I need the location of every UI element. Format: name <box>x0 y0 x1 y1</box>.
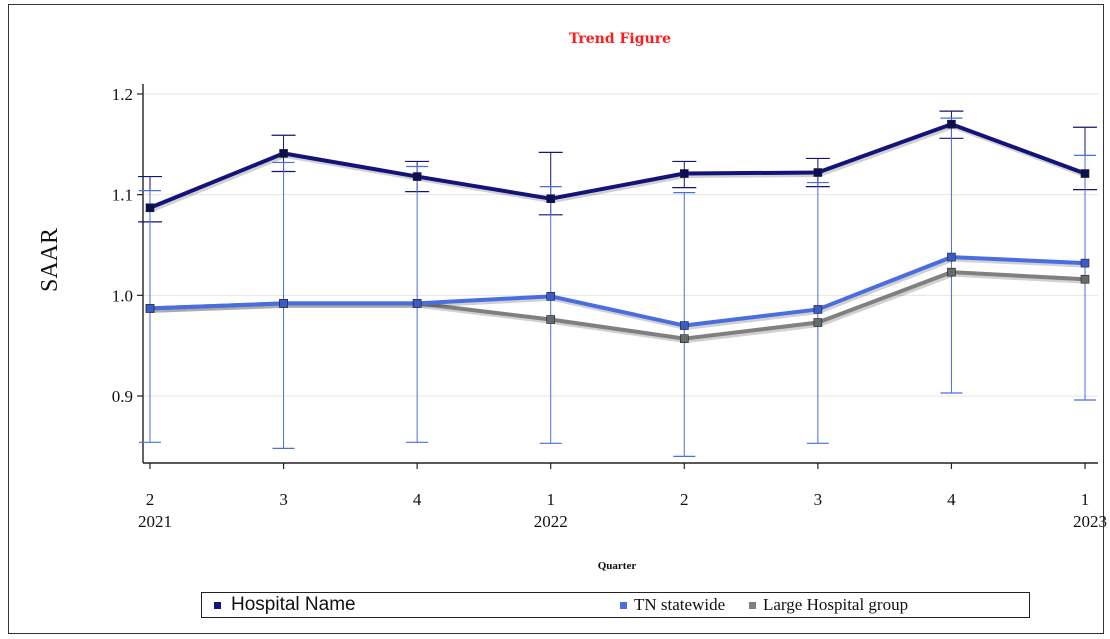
x-year-label: 2023 <box>1073 512 1107 531</box>
x-tick-label: 1 <box>1081 490 1090 509</box>
series-point <box>279 299 288 308</box>
series-point <box>679 334 689 343</box>
series-point <box>145 304 155 313</box>
y-tick-label: 1.1 <box>112 186 133 205</box>
series-markers <box>145 119 1090 343</box>
series-point <box>546 315 556 324</box>
x-tick-label: 2 <box>680 490 689 509</box>
legend-swatch-statewide <box>620 601 627 609</box>
series-line-0 <box>149 122 1086 210</box>
series-point <box>546 292 556 301</box>
series-point <box>1080 274 1090 284</box>
x-tick-label: 3 <box>814 490 823 509</box>
series-point <box>813 318 823 327</box>
x-tick-label: 3 <box>279 490 288 509</box>
legend-label-statewide: TN statewide <box>634 595 726 614</box>
y-axis-label: SAAR <box>37 228 63 292</box>
series-point <box>947 252 956 262</box>
series-point <box>1080 169 1090 178</box>
legend-item-large: Large Hospital group <box>749 593 908 617</box>
legend-swatch-large <box>749 601 756 609</box>
legend-swatch-hospital <box>214 601 221 609</box>
series-point <box>1080 258 1090 268</box>
series-point <box>679 321 689 330</box>
y-tick-label: 1.0 <box>112 286 133 305</box>
series-point <box>947 267 956 277</box>
y-tick-label: 1.2 <box>112 85 133 104</box>
x-tick-label: 4 <box>947 490 956 509</box>
x-year-label: 2021 <box>138 512 172 531</box>
x-tick-label: 2 <box>146 490 155 509</box>
legend-label-hospital: Hospital Name <box>231 594 356 615</box>
series-line-shadow <box>151 256 1087 331</box>
series-point <box>813 168 823 177</box>
series-point <box>412 299 422 308</box>
legend-item-statewide: TN statewide <box>620 593 725 617</box>
legend: Hospital Name TN statewide Large Hospita… <box>201 592 1030 618</box>
legend-item-hospital: Hospital Name <box>214 593 356 617</box>
series-point <box>412 172 422 181</box>
axes: 0.9 1.0 1.1 1.2 2 2021 3 4 1 2022 2 3 4 1 2023 <box>112 84 1107 531</box>
series-point <box>546 194 556 203</box>
chart-title: Trend Figure <box>569 31 671 47</box>
series-point <box>279 149 288 158</box>
x-tick-label: 4 <box>413 490 422 509</box>
series-point <box>145 203 155 213</box>
legend-label-large: Large Hospital group <box>763 595 909 614</box>
series-point <box>947 119 956 129</box>
series-point <box>679 169 689 178</box>
series-line-1 <box>149 255 1086 328</box>
y-tick-label: 0.9 <box>112 387 133 406</box>
series-lines <box>149 122 1088 344</box>
x-year-label: 2022 <box>534 512 568 531</box>
x-axis-label: Quarter <box>598 560 637 572</box>
x-tick-label: 1 <box>546 490 555 509</box>
series-point <box>813 305 823 314</box>
error-bars <box>138 110 1097 457</box>
gridlines <box>143 93 1098 397</box>
